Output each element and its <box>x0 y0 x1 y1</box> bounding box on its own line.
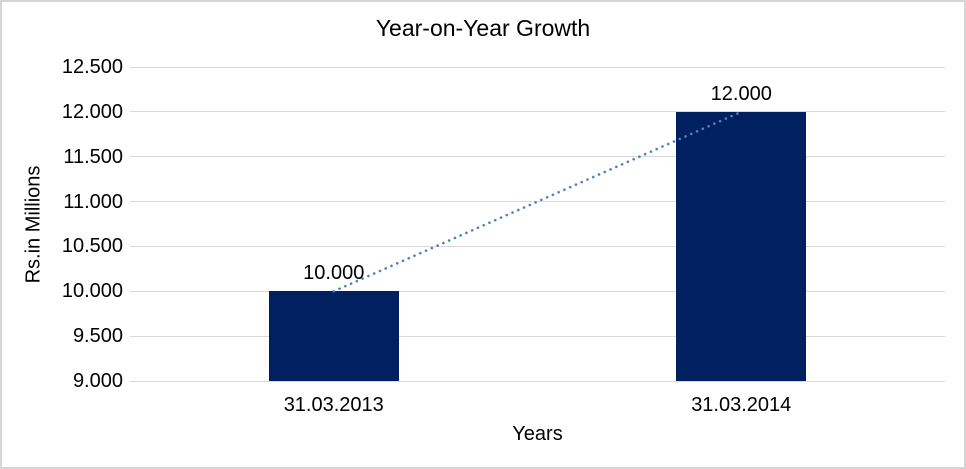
bar <box>268 291 399 381</box>
gridline <box>130 245 945 247</box>
y-axis-tick-label: 9.000 <box>72 370 123 392</box>
chart-title: Year-on-Year Growth <box>375 15 591 41</box>
y-axis-tick-label: 12.000 <box>61 100 123 123</box>
trendline-path <box>332 110 743 293</box>
y-axis-tick-label: 11.500 <box>63 145 123 168</box>
gridline <box>130 380 945 382</box>
y-axis-tick-label: 10.000 <box>61 280 123 303</box>
y-axis-tick-label: 10.500 <box>61 235 123 258</box>
y-axis-ticks: 12.500 12.000 11.500 11.000 10.500 10.000 9.50… <box>2 56 123 392</box>
x-axis-tick-label: 31.03.2013 <box>283 394 384 416</box>
y-axis-tick-label: 11.000 <box>63 190 123 213</box>
gridline <box>130 66 945 68</box>
gridline <box>130 111 945 113</box>
y-axis-tick-label: 9.500 <box>72 325 123 348</box>
gridline <box>130 335 945 337</box>
x-axis-title: Years <box>512 423 563 445</box>
gridline <box>130 290 945 292</box>
gridline <box>130 201 945 203</box>
gridline <box>130 156 945 158</box>
y-axis-tick-label: 12.500 <box>61 56 123 78</box>
trendline <box>332 110 743 293</box>
bar <box>676 111 807 381</box>
x-axis-tick-label: 31.03.2014 <box>691 394 792 416</box>
plot-area: 10.000 31.03.2013 12.000 31.03.2014 <box>130 66 945 416</box>
bar-value-label: 12.000 <box>710 82 772 105</box>
bar-value-label: 10.000 <box>303 262 365 285</box>
